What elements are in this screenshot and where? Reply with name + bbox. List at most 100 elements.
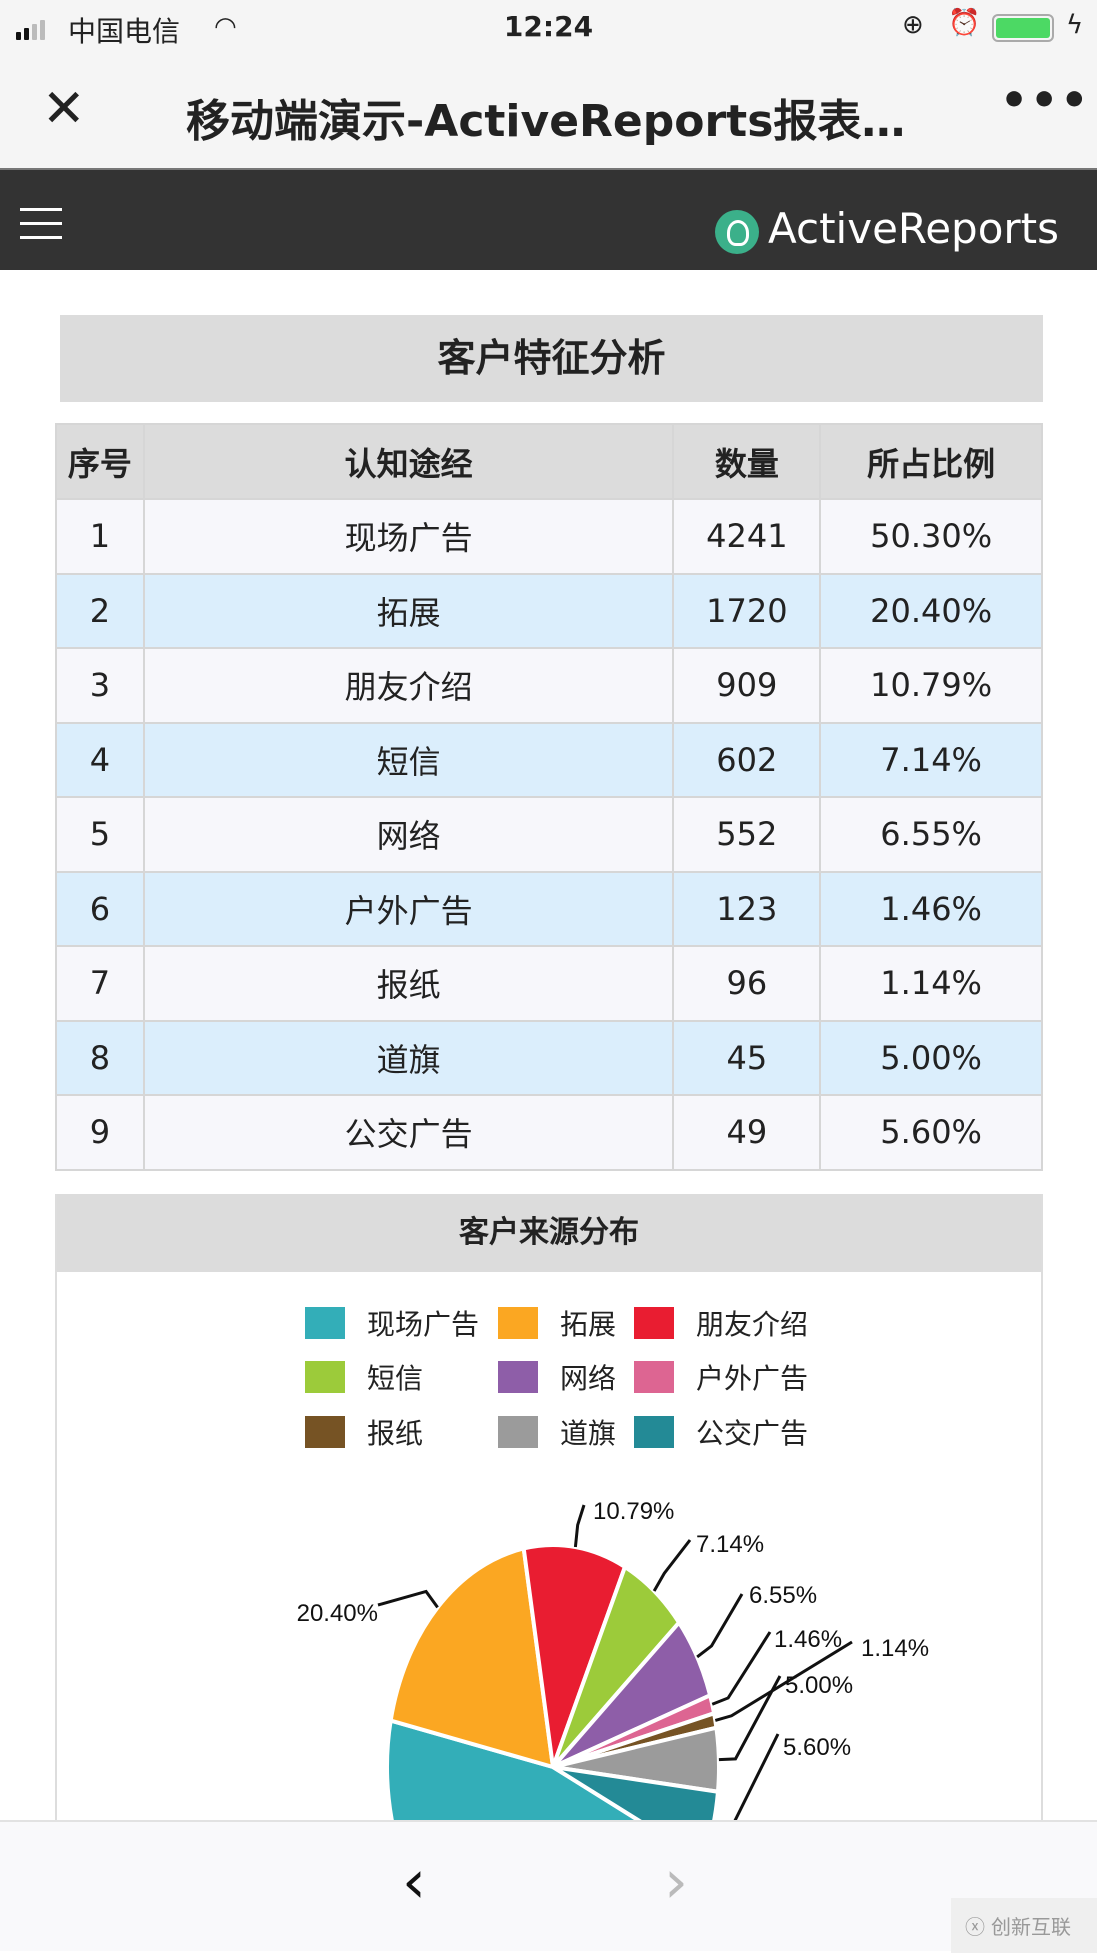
legend-swatch <box>498 1416 538 1448</box>
table-cell: 96 <box>672 945 822 1022</box>
col-header: 所占比例 <box>819 423 1043 500</box>
table-cell: 8 <box>55 1019 145 1096</box>
legend-label: 短信 <box>367 1362 424 1395</box>
table-cell: 户外广告 <box>142 870 675 947</box>
table-cell: 7 <box>55 945 145 1022</box>
col-header: 认知途经 <box>142 423 675 500</box>
legend-swatch <box>305 1416 345 1448</box>
table-cell: 朋友介绍 <box>142 647 675 724</box>
data-label: 10.79% <box>593 1498 674 1525</box>
data-label: 1.46% <box>774 1626 842 1653</box>
legend-item: 现场广告 <box>305 1303 479 1343</box>
leader-line <box>714 1640 853 1722</box>
legend-label: 网络 <box>560 1362 617 1395</box>
legend-label: 报纸 <box>367 1417 424 1450</box>
table-cell: 5.60% <box>819 1094 1043 1171</box>
status-bar: 中国电信 ◠ 12:24 ⊕ ⏰ ϟ <box>0 0 1097 55</box>
table-row: 8 道旗 45 5.00% <box>55 1019 1043 1096</box>
table-cell: 6 <box>55 870 145 947</box>
table-cell: 网络 <box>142 796 675 873</box>
table-cell: 50.30% <box>819 498 1043 575</box>
table-cell: 4 <box>55 721 145 798</box>
table-cell: 报纸 <box>142 945 675 1022</box>
leader-line <box>573 1504 586 1548</box>
rotation-lock-icon: ⊕ <box>902 10 924 40</box>
legend-label: 道旗 <box>560 1417 617 1450</box>
table-cell: 4241 <box>672 498 822 575</box>
table-cell: 552 <box>672 796 822 873</box>
table-cell: 公交广告 <box>142 1094 675 1171</box>
table-cell: 9 <box>55 1094 145 1171</box>
table-cell: 1 <box>55 498 145 575</box>
legend-item: 道旗 <box>498 1412 616 1452</box>
table-cell: 7.14% <box>819 721 1043 798</box>
table-row: 7 报纸 96 1.14% <box>55 945 1043 1022</box>
table-row: 4 短信 602 7.14% <box>55 721 1043 798</box>
legend-swatch <box>305 1307 345 1339</box>
alarm-icon: ⏰ <box>948 8 981 38</box>
leader-line <box>712 1733 780 1835</box>
data-label: 5.00% <box>785 1672 853 1699</box>
battery-icon <box>992 14 1054 42</box>
watermark-text: 创新互联 <box>991 1915 1071 1939</box>
chart-title: 客户来源分布 <box>57 1194 1041 1272</box>
table-cell: 拓展 <box>142 572 675 649</box>
table-cell: 2 <box>55 572 145 649</box>
more-icon[interactable]: ••• <box>1000 75 1091 126</box>
legend-item: 公交广告 <box>634 1412 808 1452</box>
legend-swatch <box>305 1361 345 1393</box>
table-cell: 10.79% <box>819 647 1043 724</box>
signal-icon <box>16 20 45 40</box>
table-row: 6 户外广告 123 1.46% <box>55 870 1043 947</box>
table-cell: 3 <box>55 647 145 724</box>
table-cell: 5.00% <box>819 1019 1043 1096</box>
table-cell: 道旗 <box>142 1019 675 1096</box>
col-header: 数量 <box>672 423 822 500</box>
carrier: 中国电信 <box>68 15 181 48</box>
data-label: 20.40% <box>297 1600 378 1627</box>
table-cell: 909 <box>672 647 822 724</box>
watermark: ⓧ 创新互联 <box>951 1898 1097 1953</box>
legend-item: 网络 <box>498 1357 616 1397</box>
data-label: 7.14% <box>696 1531 764 1558</box>
legend-label: 拓展 <box>560 1308 617 1341</box>
close-icon[interactable]: ✕ <box>42 79 86 139</box>
table-cell: 45 <box>672 1019 822 1096</box>
legend-swatch <box>634 1361 674 1393</box>
legend-swatch <box>634 1307 674 1339</box>
legend-label: 公交广告 <box>696 1417 809 1450</box>
data-label: 5.60% <box>783 1734 851 1761</box>
table-row: 3 朋友介绍 909 10.79% <box>55 647 1043 724</box>
table-cell: 1.46% <box>819 870 1043 947</box>
table-row: 9 公交广告 49 5.60% <box>55 1094 1043 1171</box>
wifi-icon: ◠ <box>214 12 237 42</box>
legend-item: 朋友介绍 <box>634 1303 808 1343</box>
clock: 12:24 <box>503 10 594 43</box>
legend-item: 报纸 <box>305 1412 423 1452</box>
table-cell: 1.14% <box>819 945 1043 1022</box>
table-cell: 602 <box>672 721 822 798</box>
table-cell: 短信 <box>142 721 675 798</box>
legend-item: 拓展 <box>498 1303 616 1343</box>
table-row: 5 网络 552 6.55% <box>55 796 1043 873</box>
data-table: 序号 认知途经 数量 所占比例 1 现场广告 4241 50.30% 2 拓展 1720 20… <box>55 423 1043 1171</box>
nav-bar: ✕ 移动端演示-ActiveReports报表… ••• <box>0 55 1097 168</box>
table-cell: 1720 <box>672 572 822 649</box>
back-button[interactable]: ‹ <box>402 1847 426 1917</box>
pie-slice[interactable] <box>388 1546 556 1770</box>
hamburger-icon[interactable] <box>20 208 62 250</box>
activereports-logo <box>715 210 759 254</box>
bottom-toolbar: ‹ › ⓧ 创新互联 <box>0 1820 1097 1953</box>
leader-line <box>377 1589 439 1609</box>
report-title: 客户特征分析 <box>60 315 1043 402</box>
table-cell: 123 <box>672 870 822 947</box>
leader-line <box>718 1675 782 1762</box>
legend-label: 现场广告 <box>367 1308 480 1341</box>
forward-button[interactable]: › <box>664 1847 688 1917</box>
legend-item: 户外广告 <box>634 1357 808 1397</box>
table-header: 序号 认知途经 数量 所占比例 <box>55 423 1043 500</box>
table-cell: 49 <box>672 1094 822 1171</box>
table-cell: 5 <box>55 796 145 873</box>
leader-line <box>652 1539 692 1592</box>
